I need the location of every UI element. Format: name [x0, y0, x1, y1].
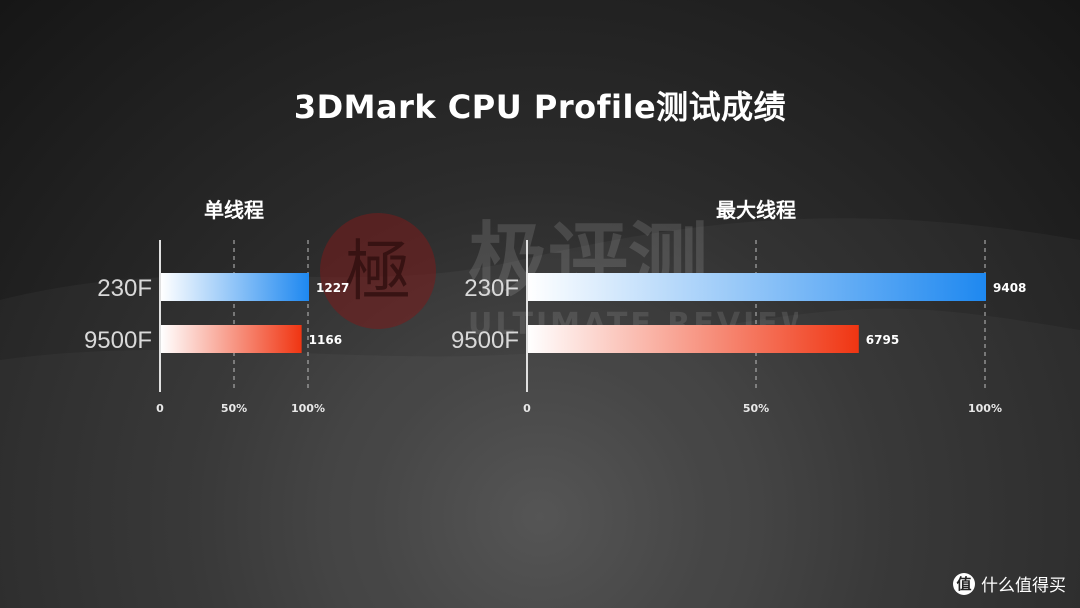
multi-tick-label: 0 [523, 402, 531, 415]
watermark-seal-icon [320, 213, 436, 329]
multi-bar-9500F [528, 325, 859, 353]
single-tick-label: 0 [156, 402, 164, 415]
multi-data-label: 6795 [866, 333, 899, 347]
single-data-label: 1227 [316, 281, 349, 295]
multi-tick-label: 100% [968, 402, 1002, 415]
brand: 值 什么值得买 [953, 571, 1066, 596]
single-bar-9500F [161, 325, 302, 353]
brand-name: 什么值得买 [981, 576, 1066, 596]
single-tick-label: 100% [291, 402, 325, 415]
single-data-label: 1166 [309, 333, 342, 347]
page-title: 3DMark CPU Profile测试成绩 [293, 88, 787, 126]
chart-title-multi: 最大线程 [716, 198, 796, 222]
multi-category-label: 9500F [451, 327, 519, 354]
single-bar-230F [161, 273, 309, 301]
multi-data-label: 9408 [993, 281, 1026, 295]
single-category-label: 9500F [84, 327, 152, 354]
single-category-label: 230F [97, 275, 152, 302]
chart-title-single: 单线程 [204, 198, 264, 222]
multi-bar-230F [528, 273, 986, 301]
multi-tick-label: 50% [743, 402, 769, 415]
multi-category-label: 230F [464, 275, 519, 302]
watermark-seal: 極 [345, 233, 411, 310]
single-tick-label: 50% [221, 402, 247, 415]
brand-logo-icon: 值 [953, 572, 975, 595]
